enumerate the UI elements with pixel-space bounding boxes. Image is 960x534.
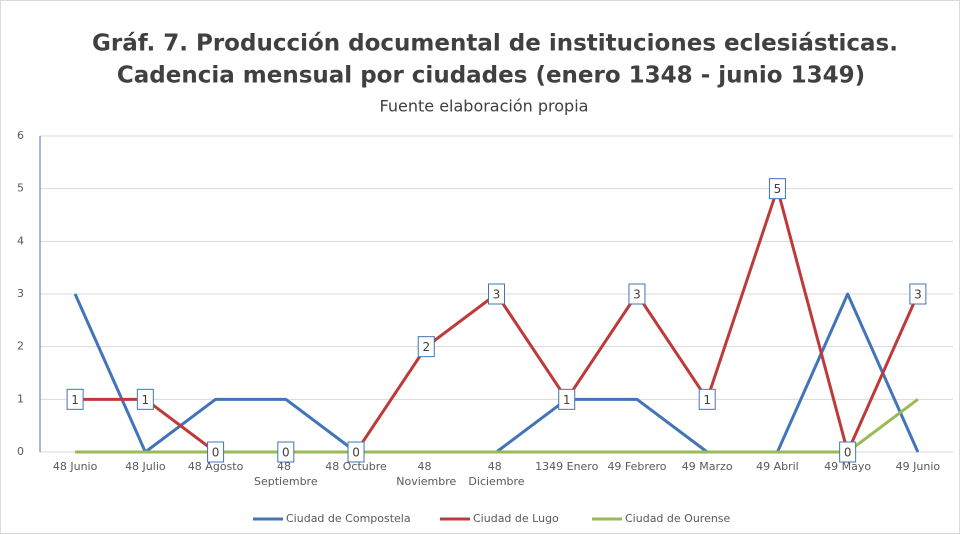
data-label-box [66, 388, 84, 410]
data-label: 5 [774, 182, 782, 196]
y-tick-label: 6 [17, 129, 24, 142]
data-label-box [488, 283, 505, 305]
x-tick-label: 1349 Enero [535, 460, 598, 473]
data-label-box [207, 441, 225, 463]
data-label-box [768, 178, 786, 200]
data-label: 1 [703, 393, 711, 407]
y-tick-label: 0 [17, 445, 24, 458]
y-tick-label: 5 [17, 182, 24, 195]
x-tick-label: 49 Mayo [824, 460, 871, 473]
x-tick-label: 49 Febrero [607, 460, 666, 473]
x-tick-label: 48 Julio [125, 460, 166, 473]
x-tick-label: 49 Abril [756, 460, 799, 473]
legend-label: Ciudad de Lugo [473, 512, 559, 525]
x-tick-label: 48 Junio [53, 460, 98, 473]
data-label: 3 [493, 288, 501, 302]
data-label: 3 [914, 288, 922, 302]
x-tick-label: 48 Agosto [188, 460, 244, 473]
data-label-box [839, 441, 857, 463]
data-label: 1 [71, 393, 79, 407]
x-tick-label: 48 Septiembre [254, 460, 318, 488]
y-tick-label: 1 [17, 392, 24, 405]
chart-subtitle: Fuente elaboración propia [380, 97, 589, 116]
chart-title: Cadencia mensual por ciudades (enero 134… [117, 63, 865, 89]
data-label: 0 [352, 446, 360, 460]
data-label: 0 [844, 446, 852, 460]
y-tick-label: 4 [17, 234, 24, 247]
data-label: 0 [212, 446, 220, 460]
data-label-box [628, 283, 646, 305]
x-tick-label: 48 Diciembre [468, 460, 524, 488]
y-tick-label: 2 [17, 340, 24, 353]
y-tick-label: 3 [17, 287, 24, 300]
data-label: 0 [282, 446, 290, 460]
data-label: 2 [422, 340, 430, 354]
x-tick-label: 48 Noviembre [396, 460, 456, 488]
data-label-box [417, 336, 435, 358]
data-label-box [347, 441, 365, 463]
data-label-box [698, 388, 716, 410]
x-tick-label: 49 Junio [896, 460, 941, 473]
legend-label: Ciudad de Ourense [625, 512, 731, 525]
data-label-box [558, 388, 576, 410]
data-label: 1 [563, 393, 571, 407]
data-label: 3 [633, 288, 641, 302]
legend-label: Ciudad de Compostela [286, 512, 411, 525]
data-label: 1 [142, 393, 150, 407]
x-tick-label: 48 Octubre [325, 460, 387, 473]
chart-title: Gráf. 7. Producción documental de instit… [92, 31, 898, 57]
data-label-box [277, 441, 295, 463]
data-label-box [136, 388, 154, 410]
x-tick-label: 49 Marzo [682, 460, 733, 473]
data-label-box [909, 283, 927, 305]
